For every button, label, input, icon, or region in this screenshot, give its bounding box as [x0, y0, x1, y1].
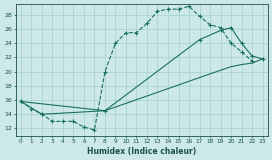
X-axis label: Humidex (Indice chaleur): Humidex (Indice chaleur)	[87, 147, 196, 156]
